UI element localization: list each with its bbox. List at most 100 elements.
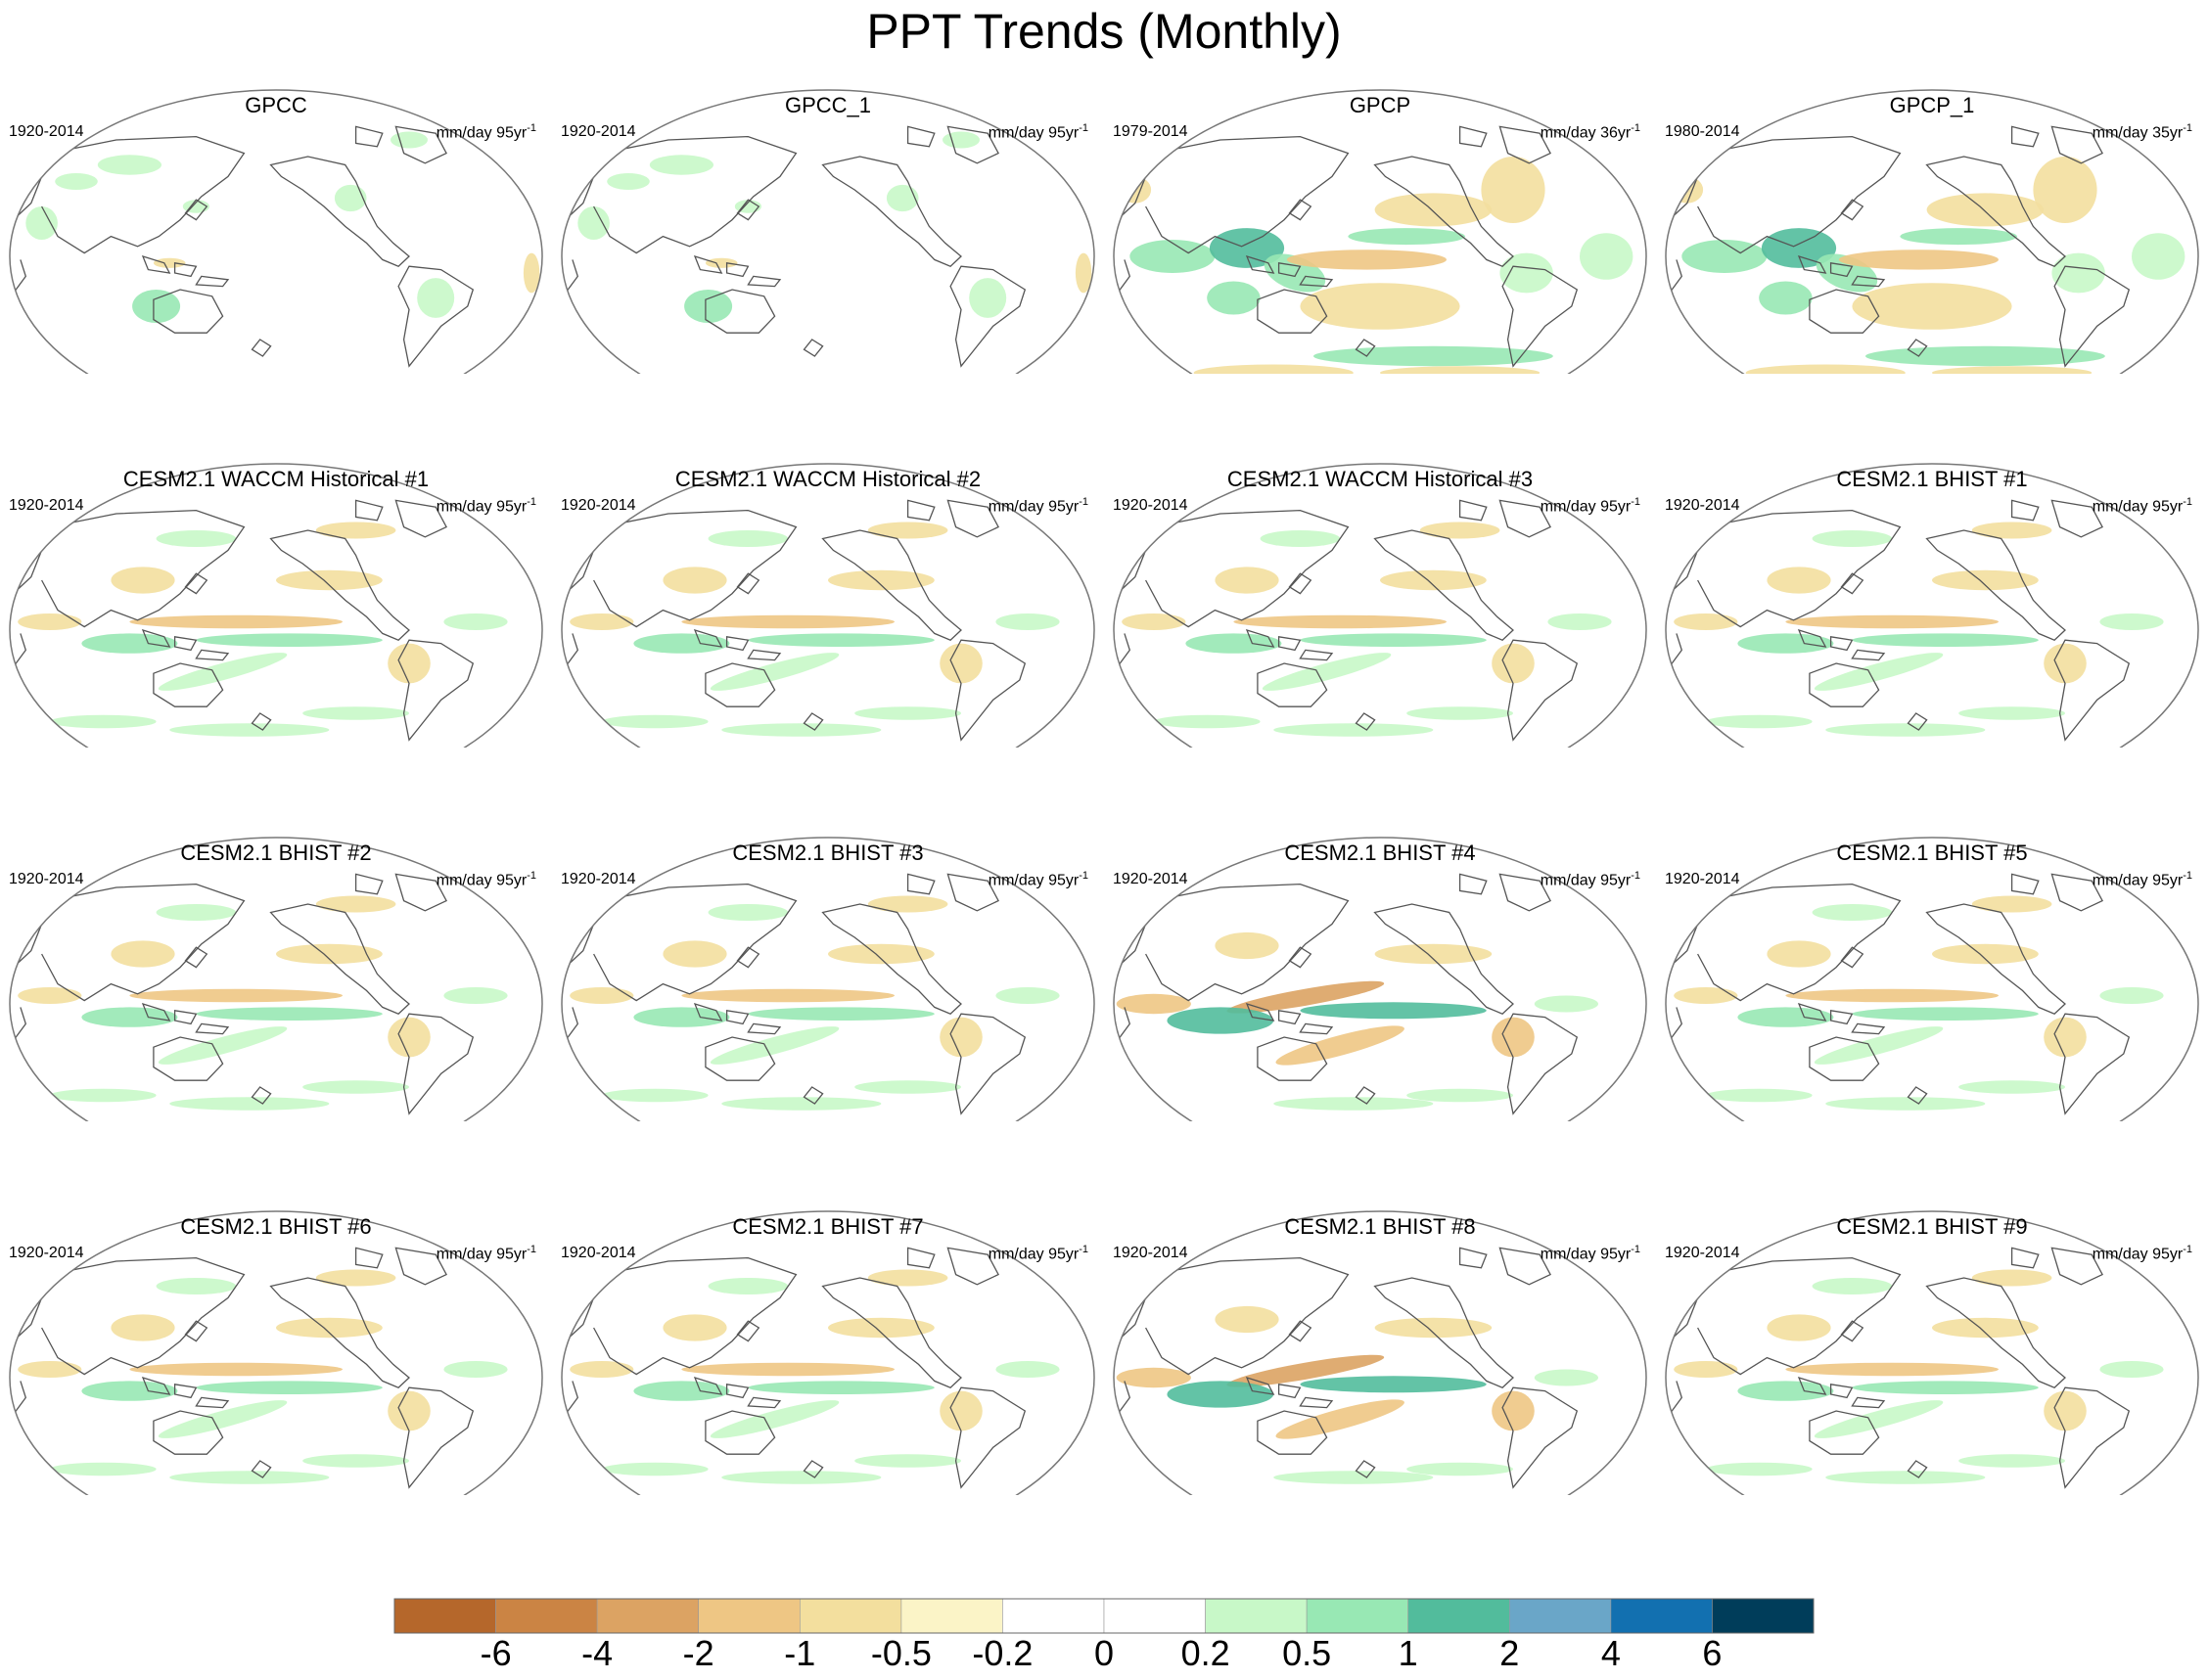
map-border (1113, 837, 1647, 1121)
units-text: mm/day 95yr (2092, 872, 2184, 889)
coastlines (1114, 873, 1579, 1115)
units-text: mm/day 95yr (1540, 498, 1632, 516)
wet-trend-region (2099, 613, 2164, 630)
wet-trend-region (1534, 995, 1598, 1013)
map-panel: CESM2.1 BHIST #8 1920-2014 mm/day 95yr-1 (1104, 1121, 1656, 1495)
dry-trend-region (663, 1314, 727, 1341)
units-exponent: -1 (527, 870, 536, 882)
dry-trend-region (1971, 1269, 2052, 1287)
dry-trend-region (129, 614, 343, 629)
coastline (195, 649, 230, 661)
colorbar-swatch (1712, 1598, 1815, 1634)
coastline (1145, 509, 1350, 628)
dry-trend-region (1380, 569, 1487, 591)
wet-trend-region (1737, 1007, 1834, 1027)
coastline (184, 199, 208, 221)
wet-trend-region (1958, 1454, 2065, 1468)
wet-trend-region (1705, 1088, 1813, 1103)
wet-trend-region (748, 1381, 935, 1394)
trend-map (9, 463, 543, 748)
coastline (747, 275, 782, 288)
dry-trend-region (1785, 1362, 1999, 1377)
wet-trend-region (1759, 281, 1813, 315)
coastline (1498, 499, 1551, 538)
coastlines (10, 873, 475, 1115)
trend-map (1665, 89, 2199, 374)
dry-trend-region (1226, 1354, 1385, 1387)
wet-trend-region (1761, 228, 1837, 268)
coastline (1245, 254, 1275, 274)
dry-trend-region (111, 1314, 175, 1341)
dry-trend-region (1767, 567, 1831, 594)
trend-field (1674, 522, 2164, 737)
coastline (946, 1247, 999, 1286)
wet-trend-region (1167, 1007, 1274, 1034)
map-border (1665, 1210, 2199, 1495)
units-exponent: -1 (1631, 1244, 1640, 1255)
wet-trend-region (81, 633, 178, 654)
dry-trend-region (523, 252, 540, 294)
panel-title: CESM2.1 BHIST #6 (180, 1214, 372, 1239)
dry-trend-region (1767, 1314, 1831, 1341)
coastline (725, 1384, 750, 1399)
coastline (184, 1320, 208, 1342)
units-exponent: -1 (2183, 496, 2192, 508)
trend-field (577, 131, 1092, 323)
colorbar-tick-label: 1 (1398, 1633, 1418, 1673)
coastline (251, 1460, 272, 1478)
panel-title: GPCC (245, 93, 307, 117)
wet-trend-region (601, 714, 709, 729)
dry-trend-region (1075, 252, 1092, 294)
coastline (1809, 1410, 1880, 1455)
coastline (1809, 662, 1880, 707)
trend-field (570, 1269, 1060, 1484)
wet-trend-region (2132, 233, 2185, 280)
dry-trend-region (1300, 283, 1460, 330)
wet-trend-region (649, 155, 713, 175)
wet-trend-region (633, 1381, 730, 1401)
wet-trend-region (854, 706, 961, 720)
panel-units: mm/day 95yr-1 (989, 118, 1088, 143)
wet-trend-region (1705, 714, 1813, 729)
dry-trend-region (1932, 569, 2039, 591)
panel-title: CESM2.1 WACCM Historical #1 (122, 467, 430, 491)
panel-period: 1920-2014 (1665, 1245, 1740, 1261)
coastline (803, 712, 824, 731)
map-panel: CESM2.1 BHIST #2 1920-2014 mm/day 95yr-1 (0, 748, 552, 1121)
coastline (1458, 125, 1488, 148)
panel-period: 1980-2014 (1665, 123, 1740, 140)
coastline (195, 1396, 230, 1409)
wet-trend-region (417, 278, 455, 318)
coastline (1925, 156, 2066, 267)
wet-trend-region (158, 1026, 288, 1065)
coastline (1829, 1010, 1854, 1025)
map-border (9, 89, 543, 374)
coastline (1907, 712, 1928, 731)
panel-title: CESM2.1 BHIST #5 (1836, 840, 2028, 865)
colorbar-tick-label: 0.5 (1282, 1633, 1332, 1673)
dry-trend-region (1852, 283, 2012, 330)
coastline (906, 499, 936, 522)
coastline (725, 262, 750, 278)
units-exponent: -1 (527, 1244, 536, 1255)
wet-trend-region (196, 1381, 383, 1394)
coastline (173, 1010, 198, 1025)
wet-trend-region (2099, 987, 2164, 1004)
coastline (269, 156, 410, 267)
coastline (1245, 1376, 1275, 1395)
panel-units: mm/day 95yr-1 (989, 1240, 1088, 1264)
coastlines (1666, 125, 2131, 368)
coastline (593, 1256, 798, 1376)
coastline (1501, 1013, 1579, 1115)
coastline (906, 125, 936, 148)
coastline (821, 1277, 962, 1388)
wet-trend-region (81, 1007, 178, 1027)
coastlines (1666, 499, 2131, 742)
colorbar-swatch (1306, 1598, 1408, 1634)
wet-trend-region (577, 206, 610, 240)
coastline (1851, 649, 1886, 661)
wet-trend-region (1812, 530, 1893, 547)
dry-trend-region (111, 567, 175, 594)
dry-trend-region (570, 613, 634, 630)
coastline (705, 1036, 776, 1081)
